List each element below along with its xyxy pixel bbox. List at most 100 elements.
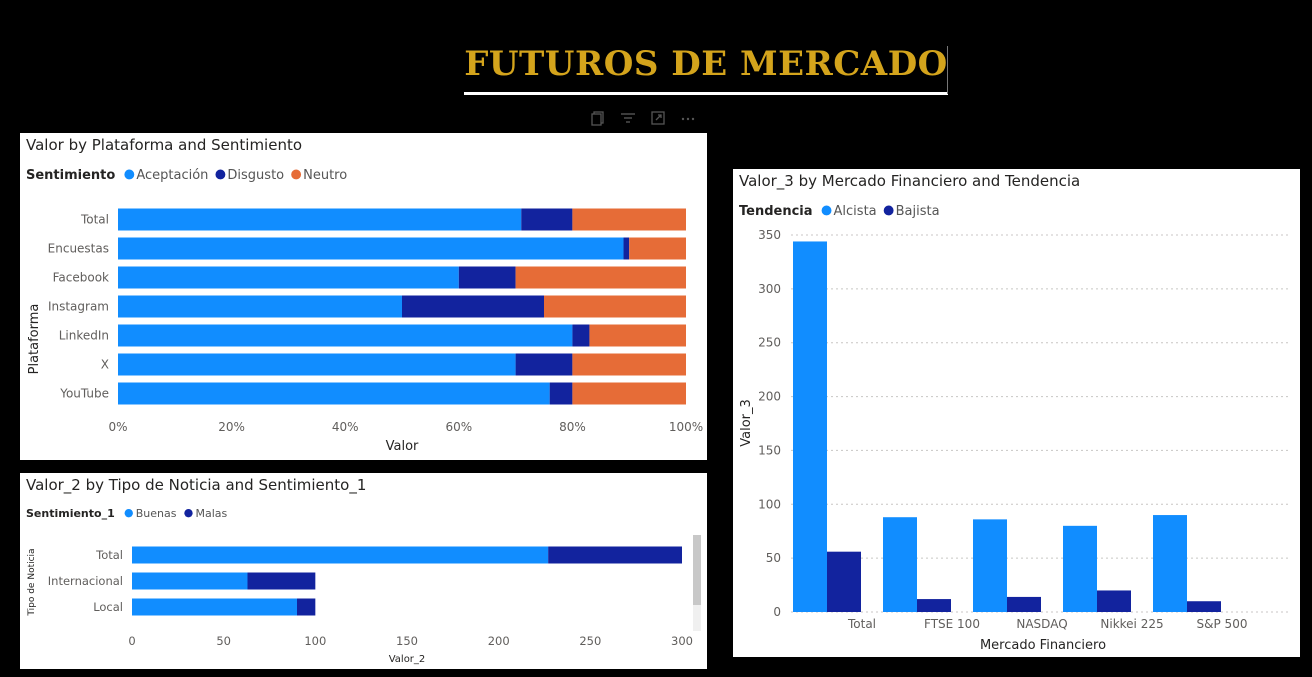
- legend-marker: [124, 169, 135, 180]
- x-tick-label: Total: [847, 617, 876, 631]
- category-label: Facebook: [53, 271, 109, 285]
- bar-segment: [118, 353, 516, 376]
- bar: [827, 551, 861, 612]
- chart-plataforma: Valor by Plataforma and Sentimiento Sent…: [26, 136, 703, 454]
- category-label: Internacional: [48, 574, 123, 588]
- bar-segment: [515, 266, 686, 289]
- chart-mercado: Valor_3 by Mercado Financiero and Tenden…: [739, 172, 1289, 653]
- bar-segment: [297, 598, 316, 616]
- y-tick-label: 200: [758, 390, 781, 404]
- x-tick-label: 150: [396, 634, 418, 648]
- plot-area: 0 50 100 150 200 250 300 350 Total FTSE 100 NASDAQ…: [758, 228, 1289, 631]
- plot-area: Total Internacional Local 0 50 100 150 200 250 30…: [48, 546, 693, 648]
- y-tick-label: 0: [773, 605, 781, 619]
- legend-title: Tendencia: [739, 204, 813, 219]
- bar-segment: [548, 546, 682, 564]
- legend-marker: [821, 205, 832, 216]
- x-tick-label: 250: [579, 634, 601, 648]
- y-tick-label: 150: [758, 443, 781, 457]
- category-label: Total: [95, 548, 123, 562]
- category-label: LinkedIn: [59, 329, 109, 343]
- filter-icon[interactable]: [618, 110, 638, 132]
- dashboard-header: FUTUROS DE MERCADO: [464, 44, 948, 96]
- copy-icon[interactable]: [588, 110, 608, 132]
- chart-panel-tipo-noticia[interactable]: Valor_2 by Tipo de Noticia and Sentimien…: [20, 473, 707, 669]
- bar-segment: [132, 546, 549, 564]
- bar-segment: [572, 382, 686, 405]
- y-tick-label: 250: [758, 336, 781, 350]
- x-tick-label: Nikkei 225: [1100, 617, 1163, 631]
- legend: Tendencia Alcista Bajista: [739, 204, 940, 219]
- bar-segment: [118, 295, 402, 318]
- bar: [793, 241, 827, 612]
- legend-title: Sentimiento_1: [26, 507, 115, 520]
- y-tick-label: 100: [758, 497, 781, 511]
- visual-toolbar: [588, 110, 698, 132]
- x-tick-label: 200: [488, 634, 510, 648]
- legend-item: Buenas: [136, 507, 177, 520]
- legend-item: Malas: [195, 507, 227, 520]
- y-axis-label: Valor_3: [739, 399, 754, 447]
- x-tick-label: 100%: [669, 420, 703, 434]
- bar: [1097, 590, 1131, 612]
- y-tick-label: 350: [758, 228, 781, 242]
- x-tick-label: FTSE 100: [924, 617, 980, 631]
- legend-item: Neutro: [303, 168, 347, 183]
- bar-segment: [589, 324, 686, 347]
- bar: [1063, 525, 1097, 612]
- bar-segment: [629, 237, 686, 260]
- chart-title: Valor by Plataforma and Sentimiento: [26, 136, 302, 154]
- bar-segment: [118, 324, 573, 347]
- category-label: Instagram: [48, 300, 109, 314]
- legend-marker: [184, 508, 193, 518]
- bar-segment: [572, 324, 590, 347]
- legend-item: Alcista: [834, 204, 877, 219]
- x-tick-label: 0%: [108, 420, 127, 434]
- bar-segment: [572, 353, 686, 376]
- x-tick-label: 50: [216, 634, 231, 648]
- category-label: Encuestas: [48, 242, 109, 256]
- chart-panel-plataforma[interactable]: Valor by Plataforma and Sentimiento Sent…: [20, 133, 707, 460]
- bar-segment: [458, 266, 516, 289]
- category-label: X: [101, 358, 109, 372]
- category-label: YouTube: [59, 387, 109, 401]
- focus-mode-icon[interactable]: [648, 110, 668, 132]
- chart-panel-mercado[interactable]: Valor_3 by Mercado Financiero and Tenden…: [733, 169, 1300, 657]
- category-label: Local: [93, 600, 123, 614]
- header-divider: [947, 46, 948, 94]
- bar: [1153, 515, 1187, 612]
- legend-marker: [215, 169, 226, 180]
- x-axis-label: Mercado Financiero: [980, 638, 1106, 653]
- legend-title: Sentimiento: [26, 168, 115, 183]
- bar-segment: [118, 237, 624, 260]
- x-axis-label: Valor_2: [389, 654, 426, 665]
- legend-marker: [291, 169, 302, 180]
- y-tick-label: 300: [758, 282, 781, 296]
- plot-area: Total Encuestas Facebook Instagram LinkedIn X…: [48, 208, 703, 434]
- title-underline: [464, 92, 948, 95]
- category-label: Total: [80, 213, 109, 227]
- bar-segment: [549, 382, 573, 405]
- more-options-icon[interactable]: [678, 110, 698, 132]
- chart-title: Valor_3 by Mercado Financiero and Tenden…: [739, 172, 1080, 191]
- bar-segment: [623, 237, 630, 260]
- chart-tipo-noticia: Valor_2 by Tipo de Noticia and Sentimien…: [26, 476, 701, 665]
- x-axis-label: Valor: [386, 439, 419, 454]
- legend-item: Aceptación: [136, 168, 208, 183]
- legend-marker: [883, 205, 894, 216]
- x-tick-label: 300: [671, 634, 693, 648]
- bar-segment: [544, 295, 686, 318]
- x-tick-label: 60%: [445, 420, 472, 434]
- legend: Sentimiento_1 Buenas Malas: [26, 507, 228, 520]
- bar-segment: [118, 208, 522, 231]
- legend: Sentimiento Aceptación Disgusto Neutro: [26, 168, 347, 183]
- bar: [883, 517, 917, 612]
- bar-segment: [515, 353, 573, 376]
- bar-segment: [247, 572, 316, 590]
- x-tick-label: 80%: [559, 420, 586, 434]
- bar: [1187, 601, 1221, 612]
- bar-segment: [118, 266, 459, 289]
- scrollbar-thumb[interactable]: [693, 535, 701, 605]
- bar: [1007, 596, 1041, 612]
- bar-segment: [402, 295, 544, 318]
